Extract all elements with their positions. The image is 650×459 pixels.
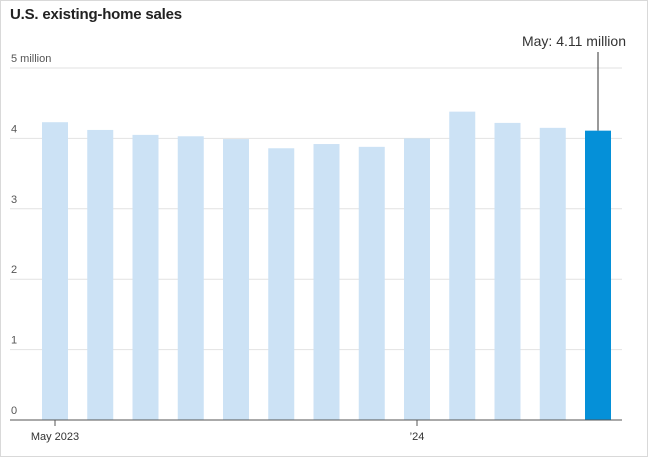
bar xyxy=(177,136,204,420)
bar-highlight xyxy=(585,130,611,420)
bar xyxy=(132,134,159,420)
bar xyxy=(268,148,295,421)
chart-title: U.S. existing-home sales xyxy=(10,6,182,23)
bar xyxy=(313,144,340,421)
y-tick-label: 5 million xyxy=(11,53,51,65)
y-tick-label: 2 xyxy=(11,264,17,276)
bar xyxy=(449,111,476,420)
bar xyxy=(404,138,430,420)
bar xyxy=(539,127,566,420)
y-tick-label: 1 xyxy=(11,335,17,347)
x-tick-label: ’24 xyxy=(410,431,425,443)
y-tick-label: 0 xyxy=(11,405,17,417)
bars xyxy=(42,111,611,421)
y-tick-label: 4 xyxy=(11,123,17,135)
annotation: May: 4.11 million xyxy=(522,33,626,131)
bar xyxy=(42,122,68,420)
y-tick-label: 3 xyxy=(11,194,17,206)
annotation-label: May: 4.11 million xyxy=(522,33,626,49)
bar xyxy=(87,129,114,420)
bar xyxy=(223,139,249,420)
x-tick-label: May 2023 xyxy=(31,431,79,443)
bar xyxy=(494,122,521,421)
axes: 0 1 2 3 4 5 million May 2023 ’24 xyxy=(10,53,622,443)
bar xyxy=(358,146,385,420)
